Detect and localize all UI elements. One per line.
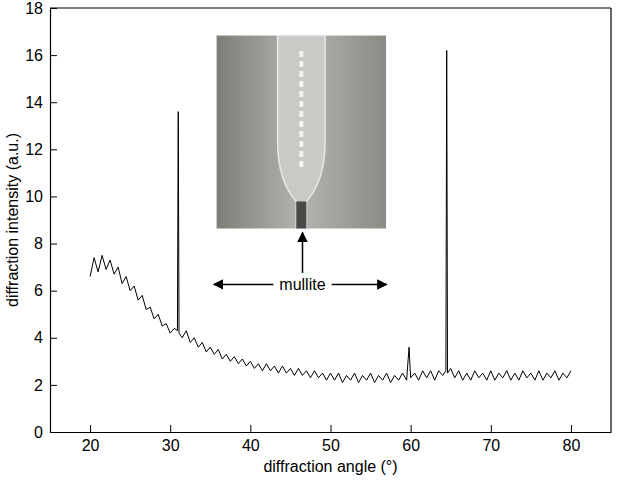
y-tick-label: 16 bbox=[25, 47, 43, 64]
x-tick: 80 bbox=[563, 425, 581, 454]
x-tick: 30 bbox=[162, 425, 180, 454]
y-tick-label: 8 bbox=[34, 235, 43, 252]
y-tick: 12 bbox=[25, 141, 57, 158]
y-tick-label: 6 bbox=[34, 282, 43, 299]
x-tick-mark bbox=[491, 425, 492, 432]
x-tick-mark bbox=[571, 425, 572, 432]
x-tick-label: 70 bbox=[482, 437, 500, 454]
arrow-up bbox=[302, 232, 304, 272]
photo-ground bbox=[217, 36, 386, 229]
x-tick-label: 20 bbox=[82, 437, 100, 454]
frame-right bbox=[610, 8, 611, 432]
y-tick-mark bbox=[50, 291, 57, 292]
y-tick-label: 2 bbox=[34, 377, 43, 394]
x-tick-mark bbox=[250, 425, 251, 432]
x-tick-mark bbox=[90, 425, 91, 432]
y-tick-label: 0 bbox=[34, 424, 43, 441]
y-tick-mark bbox=[50, 385, 57, 386]
y-tick-mark bbox=[50, 244, 57, 245]
x-tick-label: 80 bbox=[563, 437, 581, 454]
y-tick-label: 14 bbox=[25, 94, 43, 111]
plot: 20 30 40 50 60 70 80 0 2 4 6 8 10 12 14 16 18 mullite bbox=[25, 0, 611, 454]
y-tick-mark bbox=[50, 432, 57, 433]
y-tick: 0 bbox=[34, 424, 57, 441]
x-tick: 60 bbox=[402, 425, 420, 454]
y-axis-title: diffraction intensity (a.u.) bbox=[4, 133, 21, 307]
y-axis-line bbox=[50, 9, 51, 433]
x-axis-title: diffraction angle (°) bbox=[263, 458, 397, 475]
photo-crystals bbox=[299, 51, 303, 171]
annotation: mullite bbox=[279, 276, 325, 293]
y-tick-mark bbox=[50, 149, 57, 150]
x-tick-label: 30 bbox=[162, 437, 180, 454]
arrow-left bbox=[214, 284, 274, 286]
x-tick-mark bbox=[170, 425, 171, 432]
x-tick-mark bbox=[411, 425, 412, 432]
y-tick: 10 bbox=[25, 188, 57, 205]
x-axis: 20 30 40 50 60 70 80 bbox=[51, 425, 612, 454]
x-tick-label: 50 bbox=[322, 437, 340, 454]
y-tick-label: 10 bbox=[25, 188, 43, 205]
y-tick: 16 bbox=[25, 47, 57, 64]
y-tick-mark bbox=[50, 102, 57, 103]
frame-top bbox=[50, 7, 611, 8]
x-tick: 70 bbox=[482, 425, 500, 454]
x-axis-line bbox=[51, 432, 612, 433]
y-tick: 2 bbox=[34, 377, 57, 394]
x-tick: 40 bbox=[242, 425, 260, 454]
y-tick: 4 bbox=[34, 329, 57, 346]
y-tick: 8 bbox=[34, 235, 57, 252]
y-tick-mark bbox=[50, 196, 57, 197]
x-tick-label: 60 bbox=[402, 437, 420, 454]
photo-tube bbox=[278, 36, 325, 229]
y-axis: 0 2 4 6 8 10 12 14 16 18 bbox=[25, 0, 57, 441]
y-tick-mark bbox=[50, 338, 57, 339]
x-tick-mark bbox=[331, 425, 332, 432]
y-tick: 14 bbox=[25, 94, 57, 111]
x-tick: 50 bbox=[322, 425, 340, 454]
y-tick: 6 bbox=[34, 282, 57, 299]
photo-inset bbox=[217, 36, 386, 229]
y-tick-label: 18 bbox=[25, 0, 43, 17]
chart: 20 30 40 50 60 70 80 0 2 4 6 8 10 12 14 16 18 mullite diff… bbox=[0, 0, 620, 480]
y-tick-mark bbox=[50, 55, 57, 56]
y-tick-label: 4 bbox=[34, 329, 43, 346]
y-tick-label: 12 bbox=[25, 141, 43, 158]
x-tick: 20 bbox=[82, 425, 100, 454]
x-tick-label: 40 bbox=[242, 437, 260, 454]
photo-stem bbox=[296, 201, 306, 228]
arrow-right bbox=[332, 284, 387, 286]
